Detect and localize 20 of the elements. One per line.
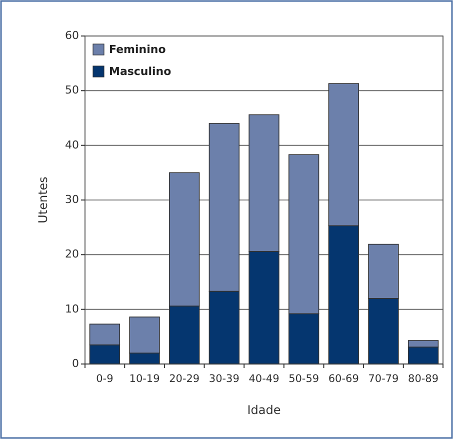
x-tick-label: 10-19	[129, 373, 160, 385]
y-axis-title: Utentes	[36, 176, 50, 224]
x-tick-label: 40-49	[248, 373, 280, 385]
y-tick-label: 0	[72, 357, 79, 370]
x-tick-label: 20-29	[169, 373, 200, 385]
y-tick-label: 10	[65, 302, 79, 316]
y-tick-label: 40	[65, 138, 79, 152]
x-axis-title: Idade	[247, 403, 281, 417]
x-tick-label: 80-89	[408, 373, 439, 385]
legend-label: Feminino	[109, 43, 166, 56]
x-tick-label: 70-79	[368, 373, 399, 385]
x-tick-label: 0-9	[96, 373, 114, 385]
x-tick-label: 50-59	[288, 373, 320, 385]
y-tick-label: 20	[65, 248, 79, 261]
y-tick-label: 50	[65, 84, 79, 97]
y-tick-label: 30	[65, 193, 79, 206]
legend-label: Masculino	[109, 65, 172, 78]
y-tick-label: 60	[65, 29, 79, 42]
x-tick-label: 60-69	[328, 373, 359, 385]
x-tick-label: 30-39	[208, 373, 240, 385]
